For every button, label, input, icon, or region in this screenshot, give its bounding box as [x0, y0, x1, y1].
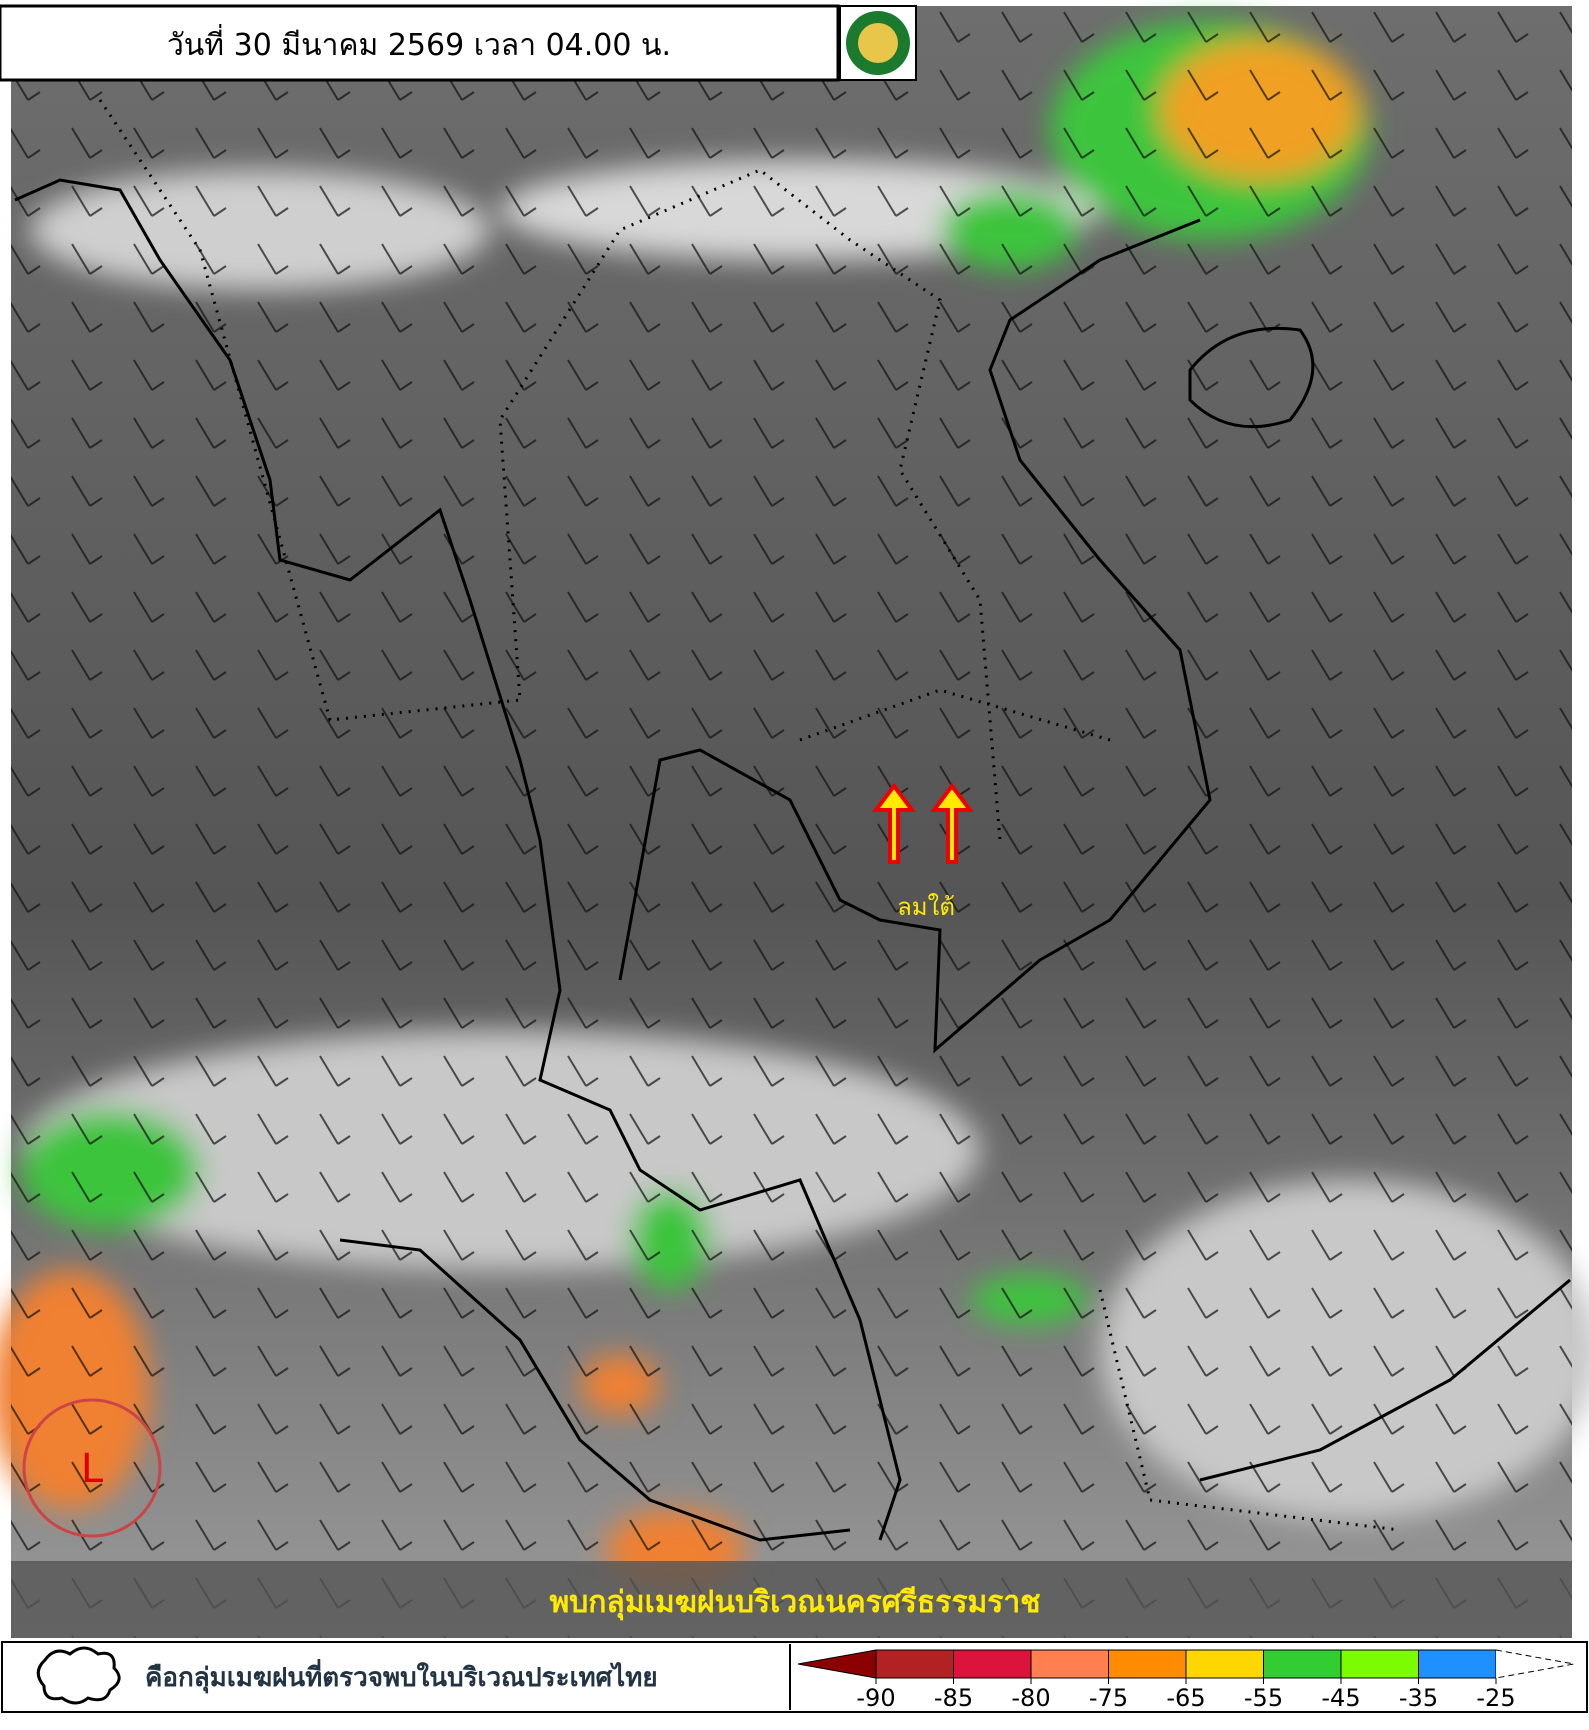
colorbar-tick-label: -80	[1011, 1684, 1050, 1712]
colorbar-tick-label: -55	[1244, 1684, 1283, 1712]
colorbar-segment	[875, 1649, 954, 1679]
low-pressure-label: L	[81, 1446, 104, 1492]
legend-text: คือกลุ่มเมฆฝนที่ตรวจพบในบริเวณประเทศไทย	[145, 1658, 658, 1694]
colorbar-high-end	[1495, 1649, 1575, 1679]
title: วันที่ 30 มีนาคม 2569 เวลา 04.00 น.	[167, 24, 671, 63]
banner	[11, 1561, 1572, 1638]
colorbar-segment	[1030, 1649, 1109, 1679]
banner-text: พบกลุ่มเมฆฝนบริเวณนครศรีธรรมราช	[549, 1585, 1040, 1621]
colorbar-segment	[1108, 1649, 1187, 1679]
colorbar-tick-label: -75	[1089, 1684, 1128, 1712]
colorbar: -90 -85 -80 -75 -65 -55 -45 -35 -25	[797, 1649, 1575, 1712]
colorbar-segment	[1418, 1649, 1497, 1679]
colorbar-tick-label: -45	[1321, 1684, 1360, 1712]
low-pressure-circle	[22, 1398, 162, 1538]
logo	[839, 5, 917, 81]
colorbar-tick-label: -65	[1166, 1684, 1205, 1712]
colorbar-segment	[953, 1649, 1032, 1679]
colorbar-tick-label: -35	[1399, 1684, 1438, 1712]
wind-arrows	[872, 782, 974, 864]
wind-label: ลมใต้	[897, 893, 955, 921]
colorbar-tick-label: -25	[1476, 1684, 1515, 1712]
colorbar-segment	[1263, 1649, 1342, 1679]
borders	[98, 99, 1401, 1532]
colorbar-segment	[1185, 1649, 1264, 1679]
colorbar-tick-label: -85	[934, 1684, 973, 1712]
colorbar-tick-label: -90	[856, 1684, 895, 1712]
coastlines	[14, 178, 1571, 1542]
cloud-icon	[36, 1646, 121, 1705]
colorbar-segment	[1340, 1649, 1419, 1679]
title-box	[0, 4, 840, 82]
wind-barbs	[11, 6, 1572, 1638]
